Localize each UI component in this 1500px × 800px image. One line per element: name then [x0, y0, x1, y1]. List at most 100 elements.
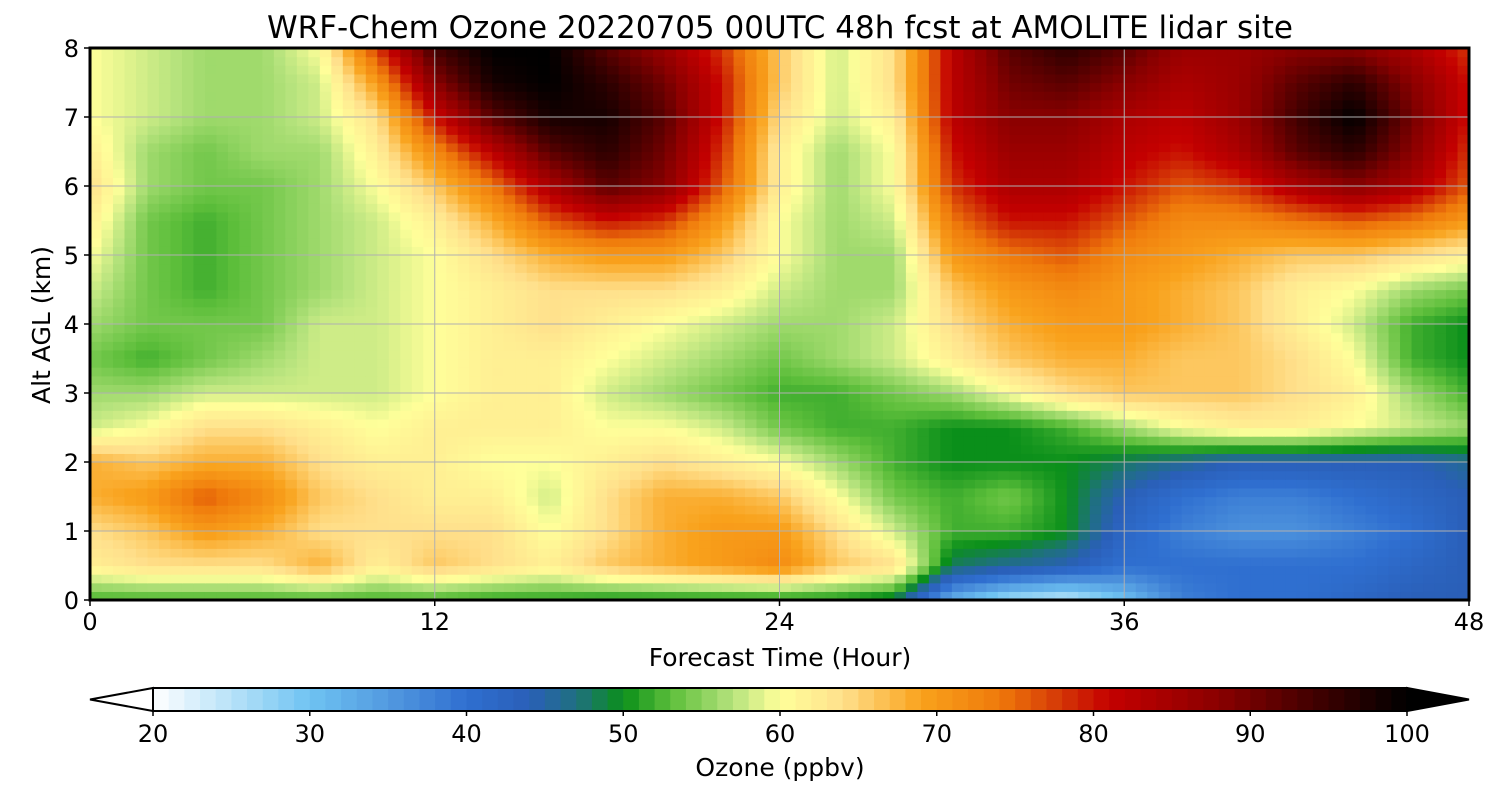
heatmap-cell [457, 479, 470, 489]
heatmap-cell [492, 418, 505, 429]
heatmap-cell [722, 255, 735, 265]
heatmap-cell [836, 349, 850, 360]
heatmap-cell [561, 548, 574, 558]
heatmap-cell [285, 487, 298, 498]
heatmap-cell [1273, 444, 1286, 454]
heatmap-cell [480, 384, 493, 394]
heatmap-cell [940, 375, 953, 385]
heatmap-cell [653, 384, 666, 394]
heatmap-cell [584, 393, 597, 403]
heatmap-cell [733, 487, 746, 498]
heatmap-cell [1032, 315, 1045, 325]
heatmap-cell [204, 315, 218, 325]
heatmap-cell [1457, 332, 1470, 342]
heatmap-cell [710, 556, 723, 567]
heatmap-cell [492, 513, 505, 523]
heatmap-cell [204, 574, 218, 584]
heatmap-cell [802, 315, 815, 325]
heatmap-cell [699, 298, 712, 308]
heatmap-cell [480, 531, 493, 541]
heatmap-cell [1158, 384, 1171, 394]
heatmap-cell [216, 522, 229, 532]
heatmap-cell [193, 418, 206, 429]
heatmap-cell [848, 358, 861, 368]
heatmap-cell [446, 341, 459, 351]
heatmap-cell [641, 531, 654, 541]
heatmap-cell [733, 375, 746, 385]
heatmap-cell [1227, 401, 1240, 411]
heatmap-cell [1388, 280, 1401, 291]
heatmap-cell [1170, 341, 1183, 351]
heatmap-cell [469, 255, 482, 265]
heatmap-cell [1227, 367, 1240, 377]
heatmap-cell [928, 393, 941, 403]
heatmap-cell [101, 453, 114, 463]
heatmap-cell [1423, 574, 1436, 584]
heatmap-cell [768, 393, 781, 403]
heatmap-cell [790, 367, 804, 377]
heatmap-cell [526, 401, 539, 411]
heatmap-cell [653, 531, 666, 541]
heatmap-cell [1457, 367, 1470, 377]
heatmap-cell [940, 565, 953, 575]
heatmap-cell [894, 574, 907, 584]
heatmap-cell [1308, 487, 1321, 498]
heatmap-cell [400, 306, 413, 316]
heatmap-cell [1078, 539, 1091, 549]
heatmap-cell [193, 384, 206, 394]
heatmap-cell [951, 556, 964, 567]
heatmap-cell [917, 479, 930, 489]
heatmap-cell [273, 444, 286, 454]
heatmap-cell [158, 531, 172, 541]
heatmap-cell [607, 565, 620, 575]
heatmap-cell [1388, 289, 1401, 299]
heatmap-cell [101, 349, 114, 360]
heatmap-cell [423, 591, 436, 601]
heatmap-cell [1170, 522, 1183, 532]
heatmap-cell [1446, 315, 1459, 325]
heatmap-cell [986, 548, 999, 558]
heatmap-cell [285, 539, 298, 549]
heatmap-cell [1078, 496, 1091, 506]
heatmap-cell [676, 496, 689, 506]
heatmap-cell [1446, 582, 1459, 592]
heatmap-cell [204, 246, 218, 256]
heatmap-cell [664, 289, 677, 299]
heatmap-cell [687, 237, 700, 247]
heatmap-cell [733, 341, 746, 351]
heatmap-cell [538, 263, 551, 273]
heatmap-cell [779, 280, 792, 291]
heatmap-cell [859, 505, 873, 515]
heatmap-cell [227, 289, 240, 299]
heatmap-cell [584, 341, 597, 351]
heatmap-cell [905, 548, 918, 558]
heatmap-cell [1354, 436, 1367, 446]
heatmap-cell [1020, 367, 1033, 377]
heatmap-cell [296, 418, 309, 429]
heatmap-cell [1193, 246, 1206, 256]
heatmap-cell [756, 462, 769, 472]
heatmap-cell [1250, 341, 1263, 351]
heatmap-cell [1342, 574, 1355, 584]
heatmap-cell [905, 582, 918, 592]
heatmap-cell [1124, 324, 1137, 334]
heatmap-cell [354, 427, 367, 437]
heatmap-cell [423, 479, 436, 489]
heatmap-cell [836, 539, 850, 549]
heatmap-cell [1377, 556, 1390, 567]
heatmap-cell [1354, 315, 1367, 325]
heatmap-cell [722, 444, 735, 454]
heatmap-cell [204, 263, 218, 273]
heatmap-cell [446, 272, 459, 282]
heatmap-cell [1170, 444, 1183, 454]
heatmap-cell [630, 574, 643, 584]
heatmap-cell [699, 246, 712, 256]
heatmap-cell [1032, 531, 1045, 541]
heatmap-cell [618, 237, 631, 247]
heatmap-cell [1135, 565, 1148, 575]
heatmap-cell [112, 505, 126, 515]
heatmap-cell [411, 513, 424, 523]
heatmap-cell [1216, 298, 1229, 308]
heatmap-cell [1158, 393, 1171, 403]
heatmap-cell [1135, 298, 1148, 308]
